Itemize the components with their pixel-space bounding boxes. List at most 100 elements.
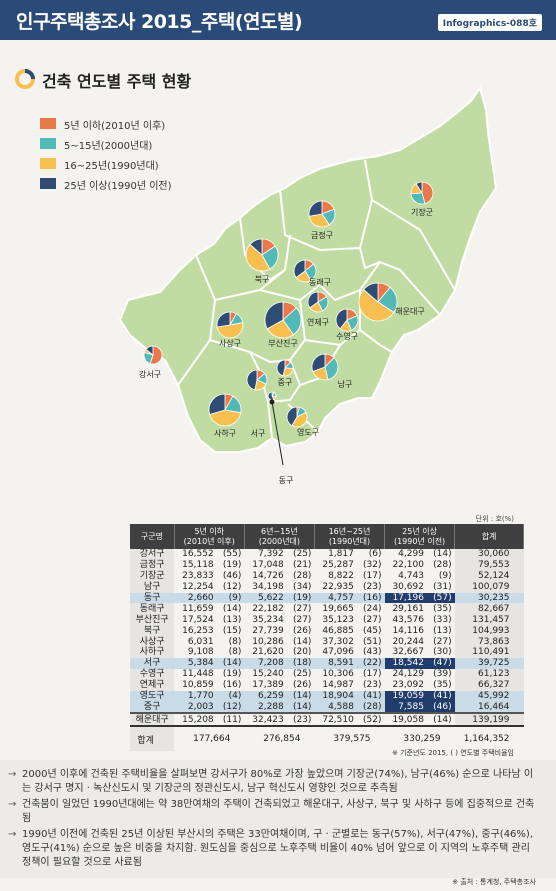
pie-slice	[266, 319, 295, 339]
value-cell: 16,552	[182, 549, 214, 560]
pie-slice	[216, 311, 231, 328]
value-cell: (6)	[368, 549, 382, 560]
table-row: 남구 12,254 (12) 34,198 (34) 22,935 (23) 30,692 (3…	[130, 581, 524, 593]
value-cell: 11,448	[182, 669, 214, 680]
table-row: 부산진구 17,524 (13) 35,234 (27) 35,123 (27) 43,576…	[130, 614, 524, 626]
value-cell: 18,904	[314, 690, 357, 702]
value-cell: (51)	[363, 636, 382, 647]
arrow-icon: →	[8, 769, 17, 780]
infographic-badge: Infographics-088호	[437, 14, 542, 31]
district-cell: 금정구	[130, 559, 175, 571]
district-label: 수영구	[336, 331, 358, 341]
value-cell: 25,287	[322, 560, 354, 571]
pie-slice	[324, 357, 339, 381]
note-item: → 건축붐이 일었던 1990년대에는 약 38만여채의 주택이 건축되었고 해운…	[8, 799, 535, 824]
value-cell: 18,542	[384, 657, 427, 669]
total-cell: 73,863	[454, 636, 524, 648]
pie-slice	[308, 213, 330, 228]
notes-panel: → 2000년 이후에 건축된 주택비율을 살펴보면 강서구가 80%로 가장 높…	[0, 760, 556, 878]
value-cell: 15,240	[252, 669, 284, 680]
total-label: 합계	[130, 725, 175, 752]
value-cell: (34)	[292, 582, 312, 593]
value-cell: (19)	[222, 669, 242, 680]
district-cell: 영도구	[130, 690, 175, 702]
total-value: 276,854	[244, 725, 315, 752]
table-row: 영도구 1,770 (4) 6,259 (14) 18,904 (41) 19,059 (41)…	[130, 690, 524, 702]
value-cell: 32,423	[244, 712, 287, 727]
value-cell: 2,660	[174, 592, 217, 604]
value-cell: (27)	[363, 614, 382, 625]
pie-slice	[415, 181, 423, 195]
table-row: 수영구 11,448 (19) 15,240 (25) 10,306 (17) 24,129 (…	[130, 668, 524, 680]
value-cell: 23,833	[182, 571, 214, 582]
pie-slice	[282, 307, 302, 336]
dong-gu-pointer	[271, 401, 284, 466]
district-label: 서구	[251, 429, 266, 438]
value-cell: 19,665	[322, 603, 354, 614]
donut-icon	[15, 69, 35, 89]
value-cell: 4,588	[314, 701, 357, 714]
header-bar: 인구주택총조사 2015_주택(연도별) Infographics-088호	[0, 0, 556, 40]
pie-slice	[246, 369, 258, 391]
total-value: 330,259	[384, 725, 455, 752]
pie-slice	[363, 282, 379, 303]
district-cell: 사상구	[130, 636, 175, 648]
value-cell: (4)	[216, 690, 245, 702]
table-row: 금정구 15,118 (19) 17,048 (21) 25,287 (32) 22,100 (…	[130, 559, 524, 571]
value-cell: 35,234	[252, 614, 284, 625]
value-cell: (28)	[433, 560, 452, 571]
note-item: → 1990년 이전에 건축된 25년 이상된 부산시의 주택은 33만여채이며,…	[8, 829, 534, 868]
district-cell: 기장군	[130, 570, 175, 582]
district-cell: 서구	[130, 657, 175, 669]
table-note: ※ 기준년도 2015, ( ) 연도별 주택비율임	[392, 749, 514, 757]
value-cell: (24)	[363, 603, 382, 614]
value-cell: 7,392	[257, 549, 284, 560]
total-cell: 39,725	[454, 657, 524, 669]
value-cell: (27)	[433, 636, 452, 647]
value-cell: (14)	[426, 712, 455, 727]
value-cell: (32)	[363, 560, 382, 571]
pie-slice	[286, 406, 298, 427]
district-cell: 북구	[130, 625, 175, 637]
district-label: 동래구	[309, 278, 331, 287]
value-cell: 24,129	[392, 669, 424, 680]
value-cell: 22,100	[392, 560, 424, 571]
column-header: 16년~25년 (1990년대)	[314, 524, 386, 549]
total-cell: 110,491	[454, 647, 524, 658]
value-cell: (35)	[433, 680, 452, 691]
value-cell: 32,667	[392, 647, 424, 658]
value-cell: 30,692	[392, 582, 424, 593]
value-cell: (43)	[363, 647, 382, 658]
district-cell: 연제구	[130, 679, 175, 691]
total-cell: 79,553	[454, 559, 524, 571]
value-cell: (31)	[433, 582, 452, 593]
total-value: 1,164,352	[454, 725, 524, 752]
district-cell: 강서구	[130, 549, 175, 560]
value-cell: 43,576	[392, 614, 424, 625]
value-cell: 17,389	[252, 680, 284, 691]
value-cell: (30)	[433, 647, 452, 658]
district-label: 북구	[255, 275, 270, 284]
section-title: 건축 연도별 주택 현황	[42, 72, 192, 91]
value-cell: (20)	[292, 647, 312, 658]
total-cell: 131,457	[454, 614, 524, 626]
value-cell: 22,182	[252, 603, 284, 614]
column-header: 6년~15년 (2000년대)	[244, 524, 315, 549]
value-cell: 6,259	[244, 690, 287, 702]
value-cell: (39)	[433, 669, 452, 680]
value-cell: (14)	[286, 701, 315, 714]
value-cell: (22)	[356, 657, 385, 669]
value-cell: (14)	[286, 690, 315, 702]
dong-gu-marker	[269, 399, 275, 405]
value-cell: 19,058	[384, 712, 427, 727]
value-cell: 14,116	[392, 625, 424, 636]
page-title: 인구주택총조사 2015_주택(연도별)	[16, 11, 303, 33]
value-cell: (28)	[356, 701, 385, 714]
value-cell: 20,244	[392, 636, 424, 647]
column-header: 합계	[454, 524, 524, 549]
value-cell: (25)	[292, 549, 312, 560]
district-label: 부산진구	[268, 338, 297, 348]
table-header-row: 구군명 5년 이하 (2010년 이후) 6년~15년 (2000년대) 16년~25년(…	[130, 524, 524, 549]
value-cell: 34,198	[252, 582, 284, 593]
